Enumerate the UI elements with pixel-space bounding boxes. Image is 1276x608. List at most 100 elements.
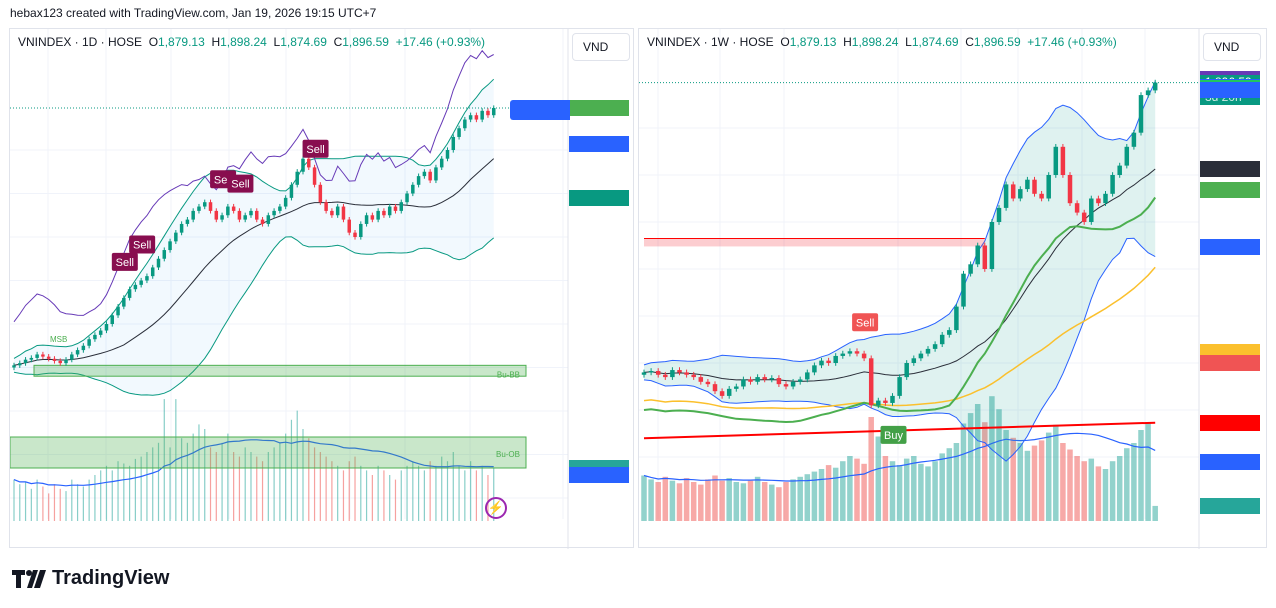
candle: [307, 158, 311, 168]
close-label: C: [333, 35, 343, 49]
volume-bar: [1138, 430, 1144, 521]
candle: [698, 377, 704, 382]
candle: [491, 107, 496, 116]
daily-chart-pane[interactable]: Bu-BB Bu-OB MSB Sell Sell Sell Sell Sell VNINDE…: [9, 28, 635, 549]
candle: [1039, 193, 1044, 199]
currency-button[interactable]: VND: [572, 33, 630, 61]
change-value: +17.46 (+0.93%): [1027, 35, 1117, 49]
volume-bar: [1088, 458, 1095, 521]
candle: [1152, 82, 1158, 91]
candle: [883, 400, 888, 403]
candle: [405, 193, 409, 203]
volume-bar: [1102, 469, 1109, 521]
volume-bar: [840, 461, 846, 521]
candle: [684, 372, 689, 375]
volume-bar: [896, 465, 903, 521]
volume-bar: [1017, 443, 1024, 521]
volume-bar: [911, 456, 917, 521]
volume-bar: [360, 465, 362, 521]
zone-label: Bu-BB: [497, 370, 520, 379]
candle: [457, 128, 461, 137]
buy-signal: [880, 425, 907, 444]
volume-bar: [733, 482, 740, 521]
volume-bar: [250, 452, 252, 521]
candle: [191, 210, 195, 220]
long-moving-average-line: [643, 266, 1156, 410]
candle: [399, 202, 404, 211]
volume-bar: [261, 461, 264, 521]
candle: [663, 374, 668, 378]
candle: [1138, 95, 1144, 133]
volume-bar: [313, 447, 316, 521]
candle: [947, 330, 952, 335]
sell-signal-text: Sell: [856, 317, 874, 329]
volume-bar: [88, 479, 90, 521]
candle: [260, 219, 265, 224]
candle: [116, 306, 120, 316]
close-value: 1,896.59: [342, 35, 389, 49]
candle: [968, 264, 973, 274]
candle: [231, 206, 236, 211]
candle: [1110, 175, 1115, 194]
volume-bar: [198, 424, 200, 521]
candle: [961, 273, 966, 307]
high-label: H: [843, 35, 852, 49]
candle: [75, 350, 80, 355]
volume-bar: [117, 461, 119, 521]
volume-bar: [227, 433, 229, 521]
candle: [819, 360, 824, 366]
volume-bar: [429, 461, 431, 521]
candle: [1096, 198, 1101, 204]
weekly-chart-canvas[interactable]: Sell Buy: [639, 29, 1268, 549]
candle: [641, 372, 647, 375]
volume-bar: [487, 475, 489, 521]
currency-button[interactable]: VND: [1203, 33, 1261, 61]
volume-bar: [446, 461, 449, 521]
volume-bar: [641, 475, 647, 521]
volume-bar: [337, 465, 339, 521]
volume-bar: [13, 479, 15, 521]
volume-bar: [53, 484, 56, 521]
price-badge: [1200, 239, 1260, 256]
volume-bar: [406, 465, 408, 521]
volume-ma-line: [643, 432, 1156, 482]
candle: [255, 210, 259, 220]
change-value: +17.46 (+0.93%): [395, 35, 486, 49]
candle: [220, 215, 224, 220]
volume-bar: [989, 396, 995, 521]
volume-bar: [30, 488, 32, 521]
candle: [1046, 175, 1051, 199]
tradingview-footer[interactable]: TradingView: [12, 567, 169, 590]
volume-bar: [354, 456, 356, 521]
low-value: 1,874.69: [911, 35, 959, 49]
candle: [150, 267, 155, 277]
volume-bar: [1116, 456, 1123, 521]
volume-bar: [953, 443, 960, 521]
volume-bar: [726, 478, 732, 521]
candle: [812, 365, 817, 373]
volume-bar: [42, 486, 44, 521]
volume-bar: [302, 429, 304, 521]
volume-bar: [1031, 445, 1038, 521]
volume-bar: [946, 448, 953, 521]
volume-bar: [861, 463, 867, 521]
lightning-icon[interactable]: ⚡: [485, 497, 507, 519]
candle: [1124, 146, 1130, 166]
symbol[interactable]: VNINDEX · 1D · HOSE: [18, 35, 143, 49]
candle: [1117, 165, 1122, 175]
upper-band-line: [13, 78, 495, 359]
volume-bar: [181, 438, 183, 521]
resistance-zone: [644, 238, 985, 247]
volume-bar: [797, 476, 803, 521]
candle: [93, 334, 97, 340]
volume-bar: [868, 417, 874, 521]
close-value: 1,896.59: [973, 35, 1021, 49]
weekly-chart-pane[interactable]: Sell Buy VNINDEX · 1W · HOSE O1,879.13 H1…: [638, 28, 1268, 549]
candle: [954, 306, 959, 331]
symbol[interactable]: VNINDEX · 1W · HOSE: [647, 35, 774, 49]
candle: [243, 215, 247, 220]
low-label: L: [273, 35, 281, 49]
candle: [416, 176, 421, 185]
volume-bar: [996, 409, 1002, 521]
